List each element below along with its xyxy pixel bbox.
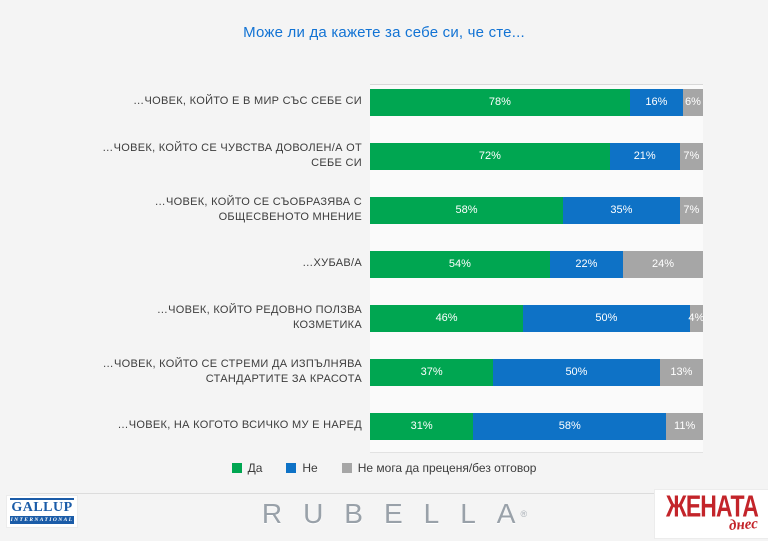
rubella-logo-text: RUBELLA <box>261 498 537 529</box>
category-label: …ЧОВЕК, КОЙТО РЕДОВНО ПОЛЗВА КОЗМЕТИКА <box>156 303 362 331</box>
zhenata-dnes-logo: ЖЕНАТА днес <box>655 490 768 538</box>
bar-track: 46% 50% 4% <box>370 304 705 332</box>
legend-label: Не <box>302 461 318 475</box>
chart-row: …ЧОВЕК, КОЙТО СЕ СТРЕМИ ДА ИЗПЪЛНЯВА СТА… <box>92 345 703 399</box>
bar-segment-не: 50% <box>523 304 690 332</box>
bar-segment-не-мога-да-преценя-без-отговор: 13% <box>659 358 703 386</box>
bar-segment-не: 22% <box>549 250 624 278</box>
segment-value-label: 72% <box>478 150 501 162</box>
chart-area: …ЧОВЕК, КОЙТО Е В МИР СЪС СЕБЕ СИ 78% 16% 6… <box>92 75 705 453</box>
bar-track: 78% 16% 6% <box>370 88 703 116</box>
segment-value-label: 58% <box>455 204 478 216</box>
legend-item: Не <box>286 461 318 475</box>
segment-value-label: 7% <box>683 204 700 216</box>
segment-value-label: 35% <box>610 204 633 216</box>
chart-row: …ХУБАВ/А 54% 22% 24% <box>92 237 703 291</box>
bar-segment-не: 58% <box>473 412 667 440</box>
bar-segment-да: 58% <box>370 196 564 224</box>
gallup-logo: GALLUP INTERNATIONAL <box>7 496 77 527</box>
gallup-logo-subtitle: INTERNATIONAL <box>10 515 74 524</box>
legend-item: Не мога да преценя/без отговор <box>341 461 537 475</box>
bar-segment-не-мога-да-преценя-без-отговор: 6% <box>683 88 703 116</box>
segment-value-label: 7% <box>683 150 700 162</box>
bar-track: 31% 58% 11% <box>370 412 703 440</box>
legend-swatch-icon <box>286 463 297 473</box>
chart-row: …ЧОВЕК, НА КОГОТО ВСИЧКО МУ Е НАРЕД 31% 58… <box>92 399 703 453</box>
category-label: …ЧОВЕК, КОЙТО СЕ СТРЕМИ ДА ИЗПЪЛНЯВА СТА… <box>102 357 362 385</box>
segment-value-label: 4% <box>688 312 705 324</box>
segment-value-label: 24% <box>652 258 675 270</box>
legend-item: Да <box>231 461 263 475</box>
bar-segment-да: 37% <box>370 358 494 386</box>
bar-segment-не-мога-да-преценя-без-отговор: 11% <box>666 412 703 440</box>
segment-value-label: 54% <box>448 258 471 270</box>
chart-legend: Да Не Не мога да преценя/без отговор <box>0 461 768 475</box>
legend-swatch-icon <box>231 463 242 473</box>
segment-value-label: 31% <box>410 420 433 432</box>
bar-segment-да: 31% <box>370 412 474 440</box>
bar-segment-не-мога-да-преценя-без-отговор: 4% <box>688 304 705 332</box>
segment-value-label: 11% <box>674 420 696 432</box>
bar-segment-да: 54% <box>370 250 550 278</box>
segment-value-label: 46% <box>435 312 458 324</box>
bar-segment-да: 46% <box>370 304 524 332</box>
chart-title: Може ли да кажете за себе си, че сте... <box>243 24 525 41</box>
bar-segment-да: 72% <box>370 142 610 170</box>
segment-value-label: 22% <box>575 258 598 270</box>
footer-divider-line <box>30 493 768 494</box>
bar-segment-не-мога-да-преценя-без-отговор: 7% <box>679 196 703 224</box>
chart-rows: …ЧОВЕК, КОЙТО Е В МИР СЪС СЕБЕ СИ 78% 16% 6… <box>92 75 705 453</box>
legend-label: Да <box>247 461 263 475</box>
legend-label: Не мога да преценя/без отговор <box>357 461 537 475</box>
rubella-logo: RUBELLA® <box>0 498 768 530</box>
bar-segment-не: 35% <box>563 196 680 224</box>
category-label: …ЧОВЕК, КОЙТО СЕ ЧУВСТВА ДОВОЛЕН/А ОТ СЕ… <box>102 141 362 169</box>
bar-segment-не: 21% <box>609 142 680 170</box>
segment-value-label: 50% <box>565 366 588 378</box>
zhenata-logo-subtitle: днес <box>728 516 759 534</box>
bar-segment-не-мога-да-преценя-без-отговор: 7% <box>679 142 703 170</box>
segment-value-label: 58% <box>558 420 581 432</box>
zhenata-logo-name: ЖЕНАТА <box>665 489 759 524</box>
bar-segment-да: 78% <box>370 88 630 116</box>
category-label: …ЧОВЕК, КОЙТО Е В МИР СЪС СЕБЕ СИ <box>133 95 362 108</box>
bar-track: 72% 21% 7% <box>370 142 703 170</box>
bar-track: 37% 50% 13% <box>370 358 703 386</box>
category-label: …ХУБАВ/А <box>302 257 362 270</box>
segment-value-label: 6% <box>685 96 701 108</box>
registered-trademark-icon: ® <box>520 508 528 519</box>
segment-value-label: 13% <box>670 366 693 378</box>
legend-swatch-icon <box>341 463 352 473</box>
segment-value-label: 50% <box>595 312 618 324</box>
bar-segment-не: 16% <box>629 88 683 116</box>
bar-track: 58% 35% 7% <box>370 196 703 224</box>
bar-track: 54% 22% 24% <box>370 250 703 278</box>
segment-value-label: 16% <box>645 96 668 108</box>
segment-value-label: 78% <box>488 96 511 108</box>
category-label: …ЧОВЕК, КОЙТО СЕ СЪОБРАЗЯВА С ОБЩЕСВЕНОТ… <box>154 195 362 223</box>
chart-row: …ЧОВЕК, КОЙТО РЕДОВНО ПОЛЗВА КОЗМЕТИКА 46… <box>92 291 705 345</box>
chart-row: …ЧОВЕК, КОЙТО СЕ ЧУВСТВА ДОВОЛЕН/А ОТ СЕ… <box>92 129 703 183</box>
segment-value-label: 37% <box>420 366 443 378</box>
chart-row: …ЧОВЕК, КОЙТО СЕ СЪОБРАЗЯВА С ОБЩЕСВЕНОТ… <box>92 183 703 237</box>
gallup-logo-name: GALLUP <box>11 500 73 515</box>
category-label: …ЧОВЕК, НА КОГОТО ВСИЧКО МУ Е НАРЕД <box>117 419 362 432</box>
bar-segment-не-мога-да-преценя-без-отговор: 24% <box>623 250 703 278</box>
chart-row: …ЧОВЕК, КОЙТО Е В МИР СЪС СЕБЕ СИ 78% 16% 6… <box>92 75 703 129</box>
bar-segment-не: 50% <box>493 358 660 386</box>
gallup-logo-rule <box>10 498 74 500</box>
segment-value-label: 21% <box>633 150 656 162</box>
